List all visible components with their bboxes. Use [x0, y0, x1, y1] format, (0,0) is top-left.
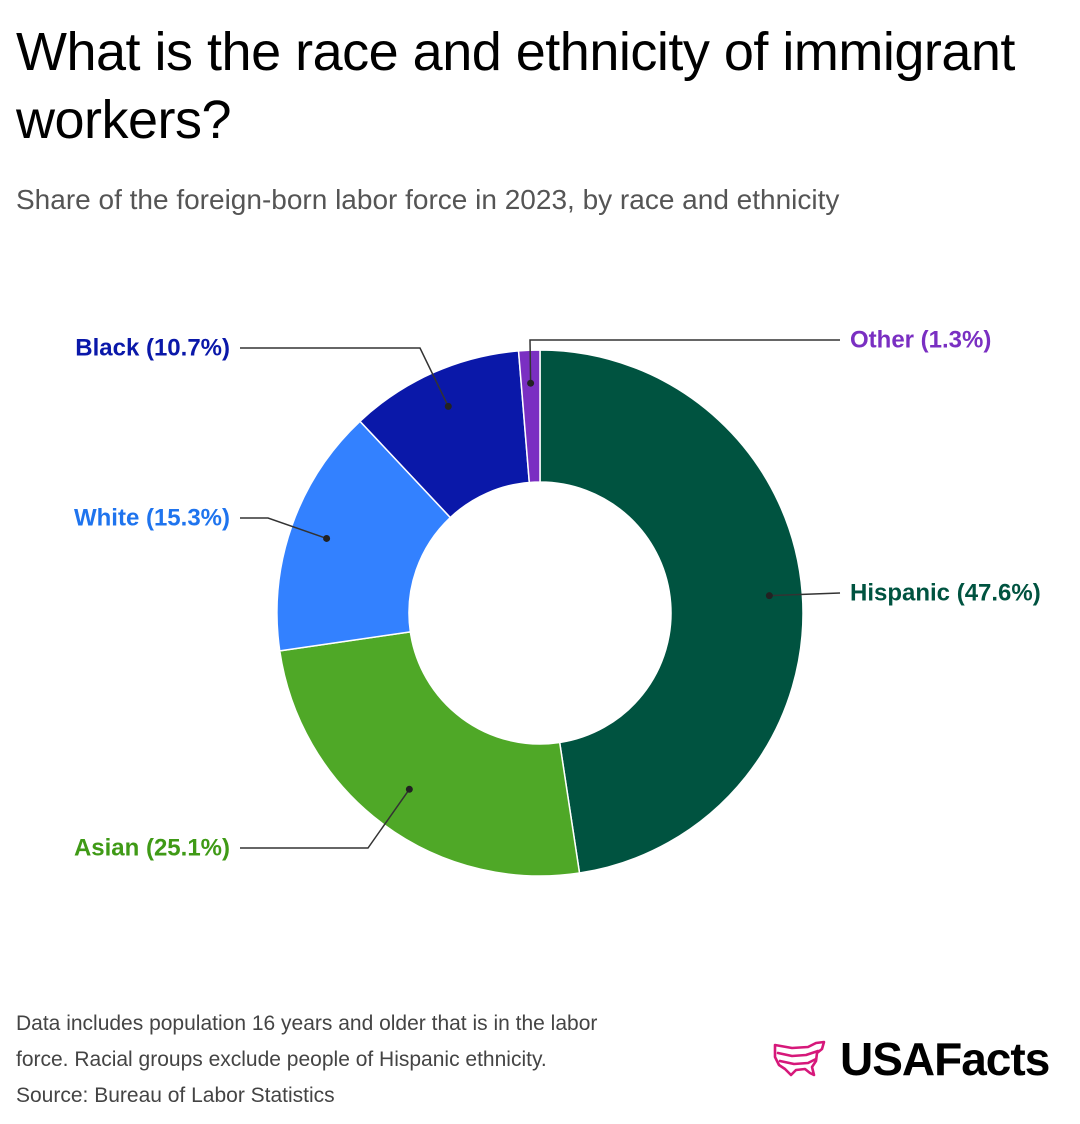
leader-dot-other: [527, 379, 535, 387]
leader-dot-hispanic: [765, 592, 773, 600]
label-white: White (15.3%): [74, 505, 230, 532]
leader-line-white: [240, 517, 327, 540]
label-hispanic: Hispanic (47.6%): [850, 580, 1041, 607]
footnote-line-1: Data includes population 16 years and ol…: [16, 1012, 598, 1035]
chart-leader-lines: [240, 339, 841, 849]
leader-line-hispanic: [769, 592, 841, 597]
leader-line-other: [529, 339, 840, 384]
label-asian: Asian (25.1%): [74, 835, 230, 862]
label-black: Black (10.7%): [75, 335, 230, 362]
leader-dot-white: [323, 534, 331, 542]
slice-other: [517, 349, 541, 484]
leader-line-asian: [240, 788, 410, 849]
footnote-line-2: force. Racial groups exclude people of H…: [16, 1048, 547, 1071]
source-note: Source: Bureau of Labor Statistics: [16, 1084, 335, 1107]
chart-title: What is the race and ethnicity of immigr…: [16, 22, 1015, 150]
usafacts-logo: USAFacts: [772, 1026, 1050, 1092]
leader-line-black: [240, 347, 449, 407]
usa-map-icon: [773, 1040, 826, 1077]
chart-footnote: Data includes population 16 years and ol…: [16, 1006, 716, 1114]
leader-dot-asian: [405, 785, 413, 793]
logo-text: USAFacts: [840, 1033, 1050, 1085]
slice-hispanic: [539, 349, 804, 874]
chart-subtitle: Share of the foreign-born labor force in…: [16, 184, 840, 215]
slice-white: [276, 420, 452, 652]
chart-slices: [276, 349, 804, 877]
leader-dot-black: [444, 402, 452, 410]
donut-chart: Hispanic (47.6%) Asian (25.1%) White (15.3…: [74, 327, 1041, 877]
chart-labels: Hispanic (47.6%) Asian (25.1%) White (15.3…: [74, 327, 1041, 862]
label-other: Other (1.3%): [850, 327, 991, 354]
slice-asian: [278, 631, 581, 877]
